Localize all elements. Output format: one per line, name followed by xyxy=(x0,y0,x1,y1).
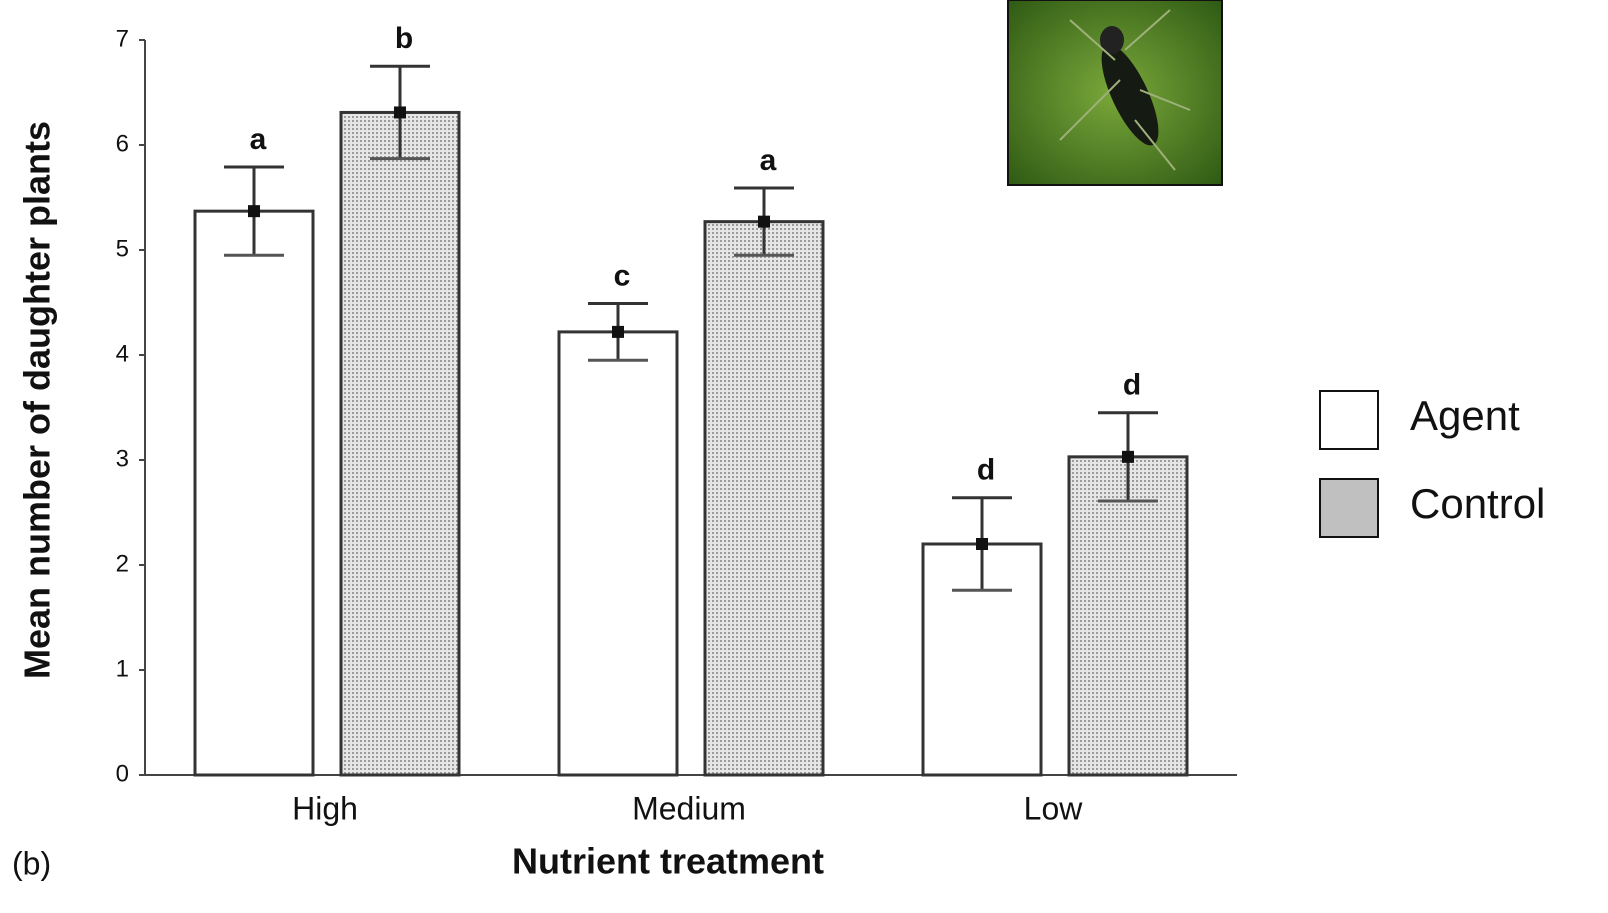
bar xyxy=(193,209,315,777)
significance-letter: a xyxy=(250,123,267,156)
mean-point xyxy=(394,106,406,119)
mean-point xyxy=(248,205,260,218)
significance-letter: a xyxy=(760,144,777,177)
y-tick-label: 5 xyxy=(116,235,129,262)
significance-letter: d xyxy=(1123,369,1141,402)
mean-point xyxy=(758,215,770,228)
significance-letter: b xyxy=(395,22,413,55)
x-tick-label: High xyxy=(292,790,358,826)
y-tick-label: 2 xyxy=(116,550,129,577)
y-tick-label: 1 xyxy=(116,655,129,682)
legend-swatch xyxy=(1319,478,1379,538)
bar xyxy=(1067,455,1189,777)
y-tick-label: 4 xyxy=(116,340,129,367)
x-tick-label: Low xyxy=(1024,790,1084,826)
x-tick-label: Medium xyxy=(632,790,746,826)
panel-label: (b) xyxy=(12,845,51,881)
significance-letter: c xyxy=(614,259,631,292)
y-tick-label: 6 xyxy=(116,130,129,157)
x-axis-label: Nutrient treatment xyxy=(512,841,824,882)
y-tick-label: 3 xyxy=(116,445,129,472)
y-tick-label: 0 xyxy=(116,760,129,787)
legend-swatch xyxy=(1319,390,1379,450)
legend-label: Control xyxy=(1410,480,1545,527)
legend-label: Agent xyxy=(1410,392,1520,439)
bar xyxy=(339,110,461,777)
y-tick-label: 7 xyxy=(116,25,129,52)
mean-point xyxy=(1122,450,1134,463)
bar xyxy=(557,330,679,777)
mean-point xyxy=(976,538,988,550)
mean-point xyxy=(612,325,624,338)
photo xyxy=(1007,0,1223,186)
significance-letter: d xyxy=(977,454,995,487)
y-axis-label: Mean number of daughter plants xyxy=(17,121,58,679)
bar xyxy=(703,220,825,777)
